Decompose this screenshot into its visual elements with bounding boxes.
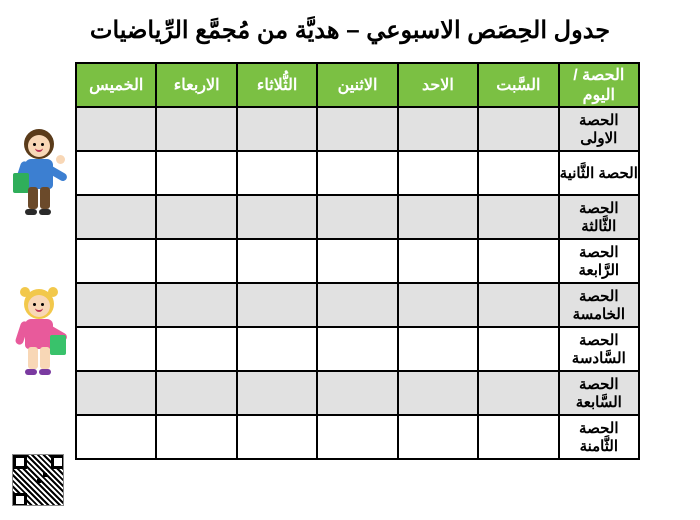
timetable-cell[interactable] (156, 151, 236, 195)
col-day-sun: الاحد (398, 63, 478, 107)
col-period-label: الحصة / اليوم (559, 63, 639, 107)
timetable-cell[interactable] (237, 107, 317, 151)
timetable-cell[interactable] (76, 371, 156, 415)
timetable-cell[interactable] (478, 107, 558, 151)
timetable-cell[interactable] (398, 151, 478, 195)
timetable-cell[interactable] (478, 239, 558, 283)
table-row: الحصة السَّابعة (76, 371, 639, 415)
timetable-cell[interactable] (478, 283, 558, 327)
table-row: الحصة الاولى (76, 107, 639, 151)
timetable-cell[interactable] (237, 151, 317, 195)
timetable-cell[interactable] (478, 327, 558, 371)
timetable-cell[interactable] (76, 239, 156, 283)
timetable-cell[interactable] (317, 195, 397, 239)
page-title: جدول الحِصَص الاسبوعي – هديَّة من مُجمَّ… (0, 0, 700, 59)
timetable-cell[interactable] (76, 327, 156, 371)
boy-illustration (10, 125, 68, 220)
timetable-cell[interactable] (317, 283, 397, 327)
timetable-cell[interactable] (237, 195, 317, 239)
timetable-cell[interactable] (478, 415, 558, 459)
timetable-cell[interactable] (317, 371, 397, 415)
timetable-cell[interactable] (317, 107, 397, 151)
timetable-cell[interactable] (76, 107, 156, 151)
timetable-cell[interactable] (76, 415, 156, 459)
timetable-cell[interactable] (398, 195, 478, 239)
qr-code-icon (12, 454, 64, 506)
timetable-cell[interactable] (398, 239, 478, 283)
period-label: الحصة الثَّالثة (559, 195, 639, 239)
timetable-cell[interactable] (156, 415, 236, 459)
table-row: الحصة الرَّابعة (76, 239, 639, 283)
timetable-cell[interactable] (398, 371, 478, 415)
table-row: الحصة الخامسة (76, 283, 639, 327)
table-row: الحصة الثَّالثة (76, 195, 639, 239)
timetable-cell[interactable] (156, 283, 236, 327)
timetable-cell[interactable] (478, 195, 558, 239)
timetable-cell[interactable] (156, 327, 236, 371)
period-label: الحصة السَّابعة (559, 371, 639, 415)
header-row: الحصة / اليوم السَّبت الاحد الاثنين الثُ… (76, 63, 639, 107)
timetable-cell[interactable] (156, 107, 236, 151)
timetable-cell[interactable] (237, 371, 317, 415)
timetable: الحصة / اليوم السَّبت الاحد الاثنين الثُ… (75, 62, 640, 460)
col-day-sat: السَّبت (478, 63, 558, 107)
timetable-cell[interactable] (156, 195, 236, 239)
timetable-body: الحصة الاولىالحصة الثَّانيةالحصة الثَّال… (76, 107, 639, 459)
table-row: الحصة الثَّامنة (76, 415, 639, 459)
timetable-cell[interactable] (398, 283, 478, 327)
timetable-cell[interactable] (478, 151, 558, 195)
timetable-cell[interactable] (76, 283, 156, 327)
timetable-cell[interactable] (76, 195, 156, 239)
col-day-thu: الخميس (76, 63, 156, 107)
col-day-mon: الاثنين (317, 63, 397, 107)
timetable-cell[interactable] (237, 327, 317, 371)
table-row: الحصة الثَّانية (76, 151, 639, 195)
col-day-wed: الاربعاء (156, 63, 236, 107)
timetable-cell[interactable] (237, 415, 317, 459)
period-label: الحصة الرَّابعة (559, 239, 639, 283)
timetable-cell[interactable] (398, 107, 478, 151)
timetable-cell[interactable] (398, 327, 478, 371)
period-label: الحصة السَّادسة (559, 327, 639, 371)
period-label: الحصة الخامسة (559, 283, 639, 327)
timetable-cell[interactable] (156, 239, 236, 283)
girl-illustration (10, 285, 68, 380)
period-label: الحصة الثَّامنة (559, 415, 639, 459)
timetable-cell[interactable] (317, 239, 397, 283)
timetable-cell[interactable] (156, 371, 236, 415)
timetable-cell[interactable] (317, 327, 397, 371)
timetable-cell[interactable] (478, 371, 558, 415)
timetable-cell[interactable] (237, 239, 317, 283)
timetable-container: الحصة / اليوم السَّبت الاحد الاثنين الثُ… (75, 62, 640, 460)
period-label: الحصة الاولى (559, 107, 639, 151)
timetable-cell[interactable] (317, 151, 397, 195)
timetable-cell[interactable] (317, 415, 397, 459)
timetable-cell[interactable] (76, 151, 156, 195)
period-label: الحصة الثَّانية (559, 151, 639, 195)
table-row: الحصة السَّادسة (76, 327, 639, 371)
timetable-cell[interactable] (398, 415, 478, 459)
col-day-tue: الثُّلاثاء (237, 63, 317, 107)
timetable-cell[interactable] (237, 283, 317, 327)
